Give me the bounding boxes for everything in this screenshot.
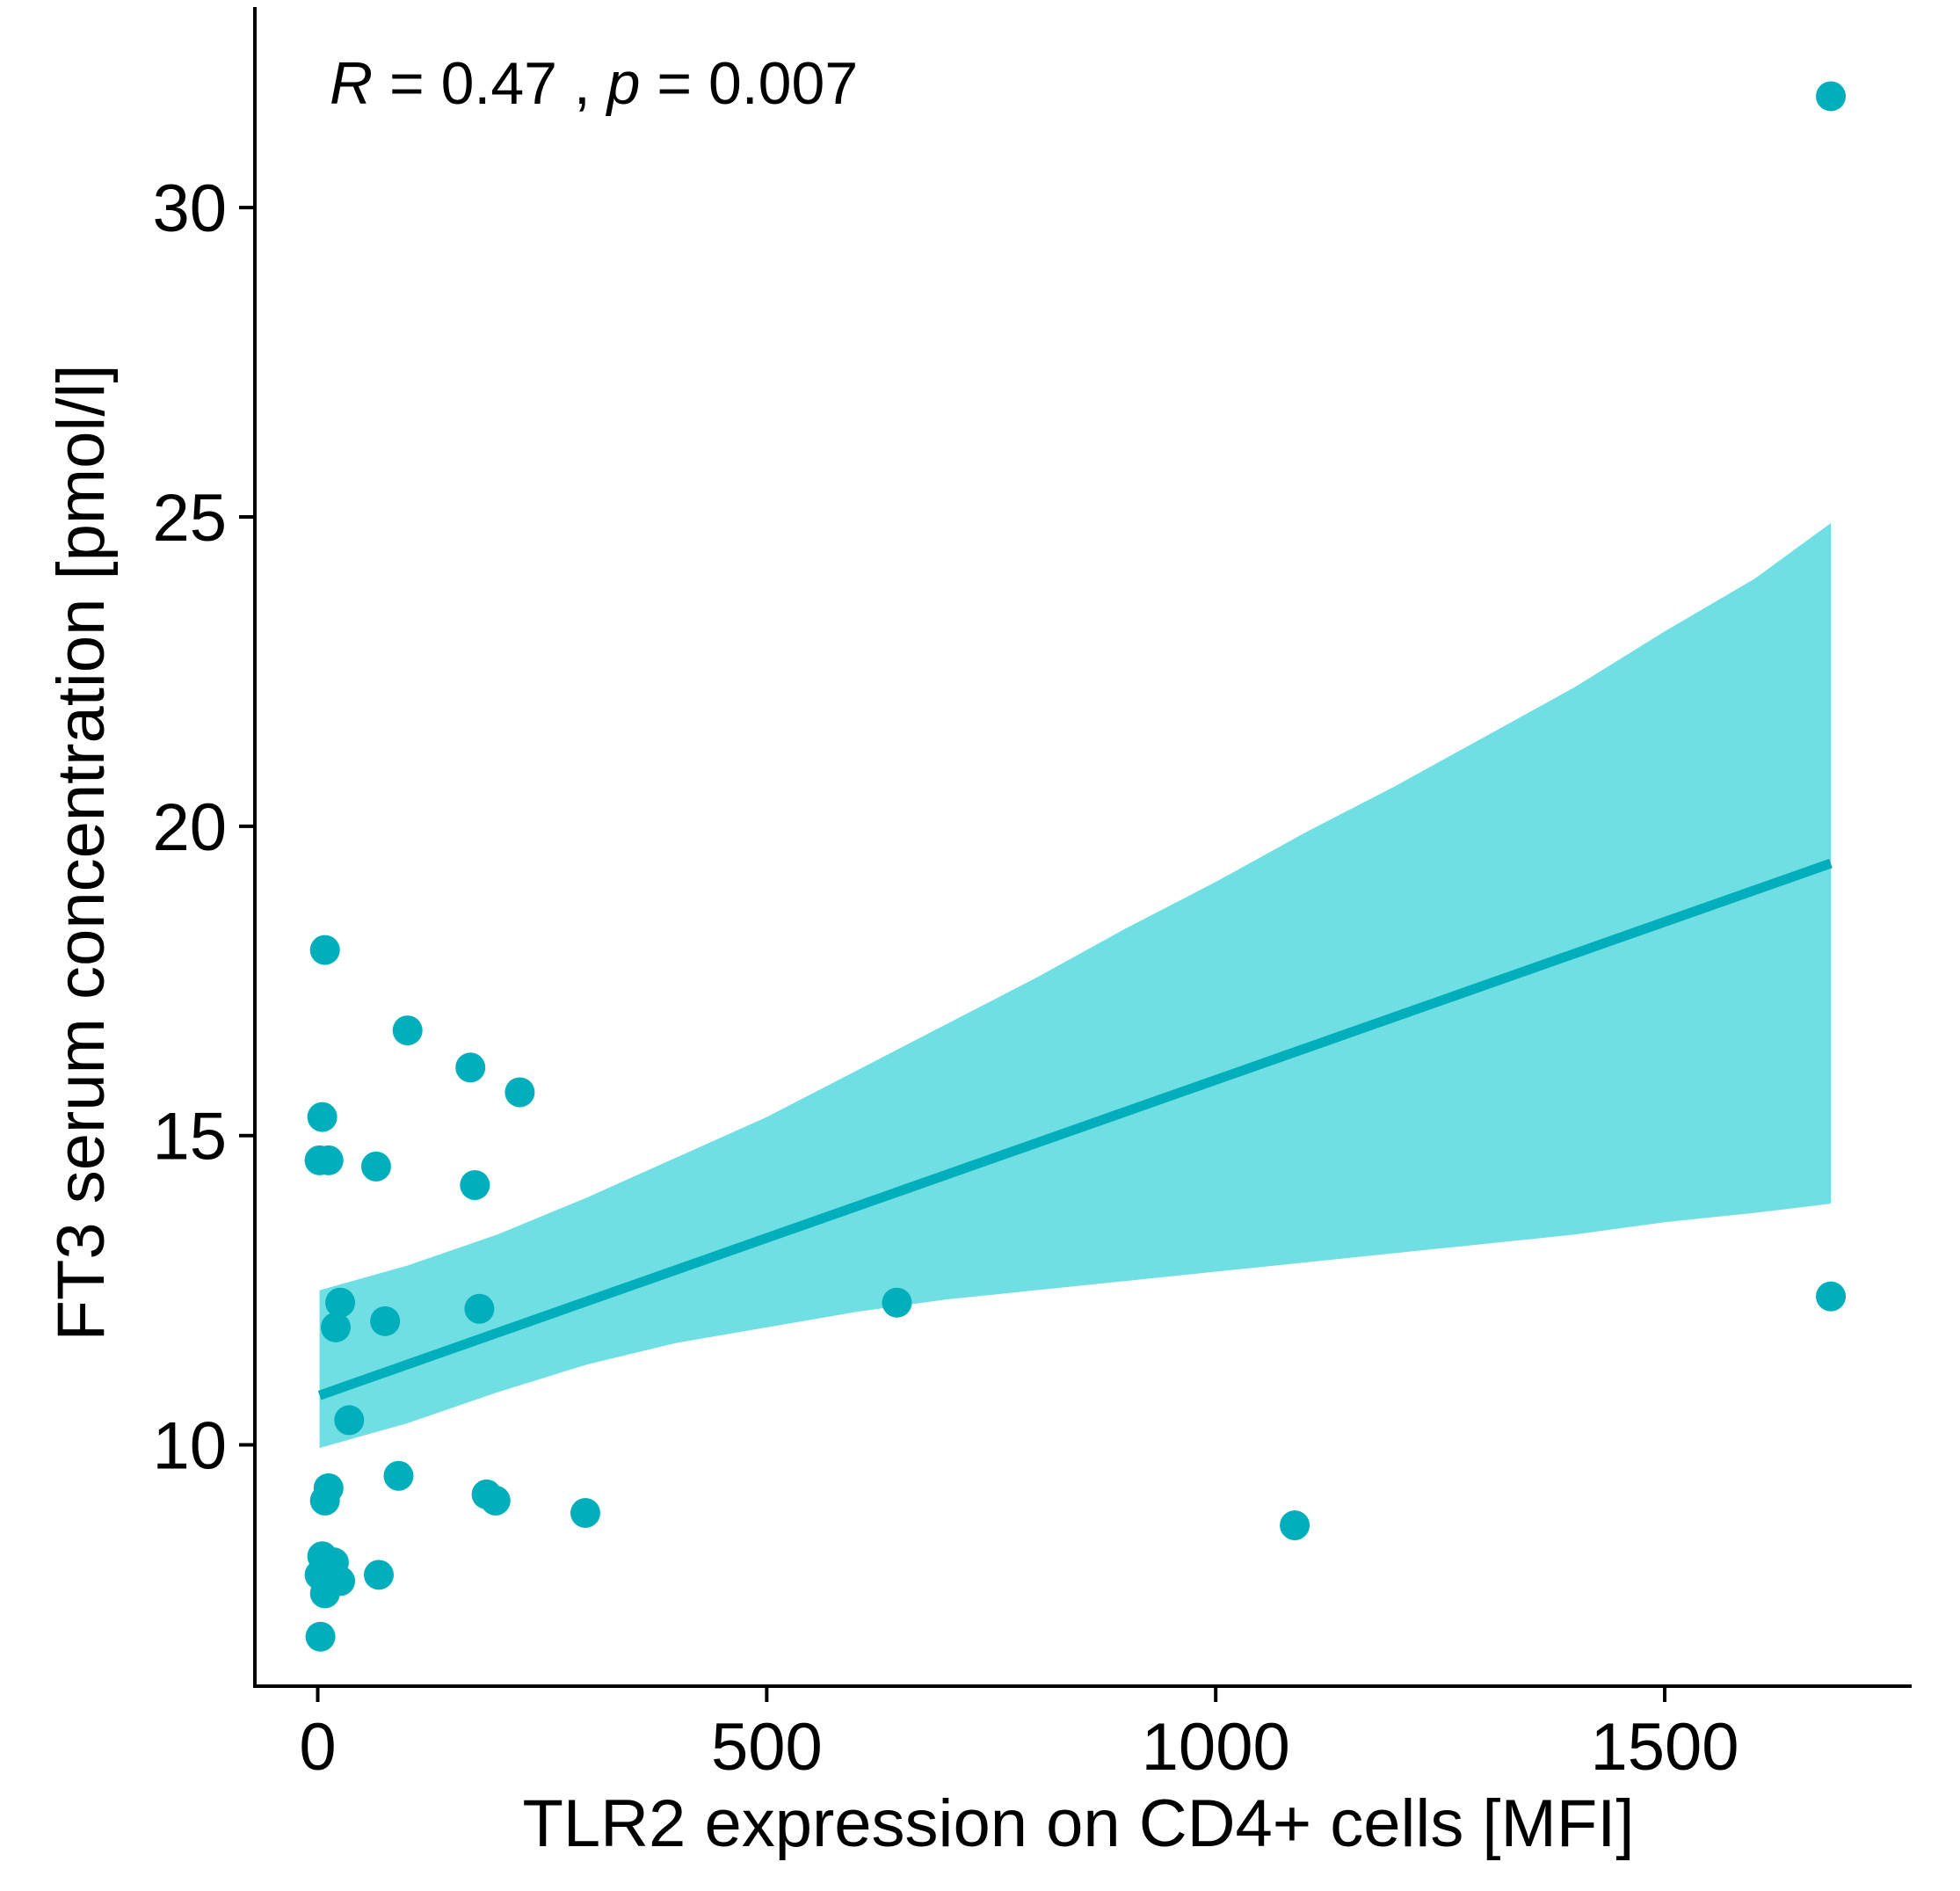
confidence-band-layer (319, 523, 1832, 1449)
data-point (305, 1621, 336, 1652)
x-axis-title: TLR2 expression on CD4+ cells [MFI] (522, 1786, 1634, 1861)
r-value: = 0.47 , (373, 50, 607, 117)
data-point (313, 1145, 344, 1175)
r-symbol: R (330, 50, 373, 117)
confidence-band (319, 523, 1832, 1449)
regression-line (317, 858, 1833, 1400)
data-point (307, 1102, 338, 1132)
data-point (363, 1560, 394, 1590)
data-point (882, 1287, 912, 1318)
p-symbol: p (606, 50, 641, 117)
data-point (464, 1293, 495, 1324)
x-tick-label: 1000 (1142, 1710, 1290, 1785)
axes-layer: 0 500 1000 1500 10 15 20 25 30 (152, 7, 1912, 1785)
data-point (392, 1015, 423, 1046)
data-point (1816, 81, 1847, 112)
y-tick-label: 25 (152, 481, 227, 556)
data-point (505, 1077, 535, 1108)
data-point (480, 1485, 511, 1516)
data-point (360, 1151, 391, 1182)
data-point (309, 935, 340, 965)
data-point (383, 1460, 414, 1491)
x-tick-label: 500 (711, 1710, 823, 1785)
y-axis-title: FT3 serum concentration [pmol/l] (44, 365, 119, 1342)
p-value: = 0.007 (640, 50, 858, 117)
data-point (460, 1170, 490, 1200)
y-tick-label: 20 (152, 790, 227, 865)
x-tick-label: 1500 (1590, 1710, 1739, 1785)
y-tick-label: 15 (152, 1100, 227, 1175)
data-point (1280, 1510, 1310, 1541)
correlation-annotation: R = 0.47 , p = 0.007 (330, 50, 858, 117)
y-tick-label: 30 (152, 171, 227, 246)
y-tick-label: 10 (152, 1409, 227, 1484)
data-point (320, 1312, 351, 1342)
data-points-layer (304, 81, 1847, 1652)
data-point (325, 1287, 356, 1318)
data-point (309, 1578, 340, 1609)
regression-line-layer (317, 858, 1833, 1400)
data-point (334, 1405, 365, 1436)
data-point (1816, 1281, 1847, 1312)
data-point (455, 1052, 486, 1083)
data-point (570, 1497, 600, 1528)
data-point (309, 1485, 340, 1516)
x-tick-label: 0 (299, 1710, 336, 1785)
data-point (370, 1306, 401, 1336)
